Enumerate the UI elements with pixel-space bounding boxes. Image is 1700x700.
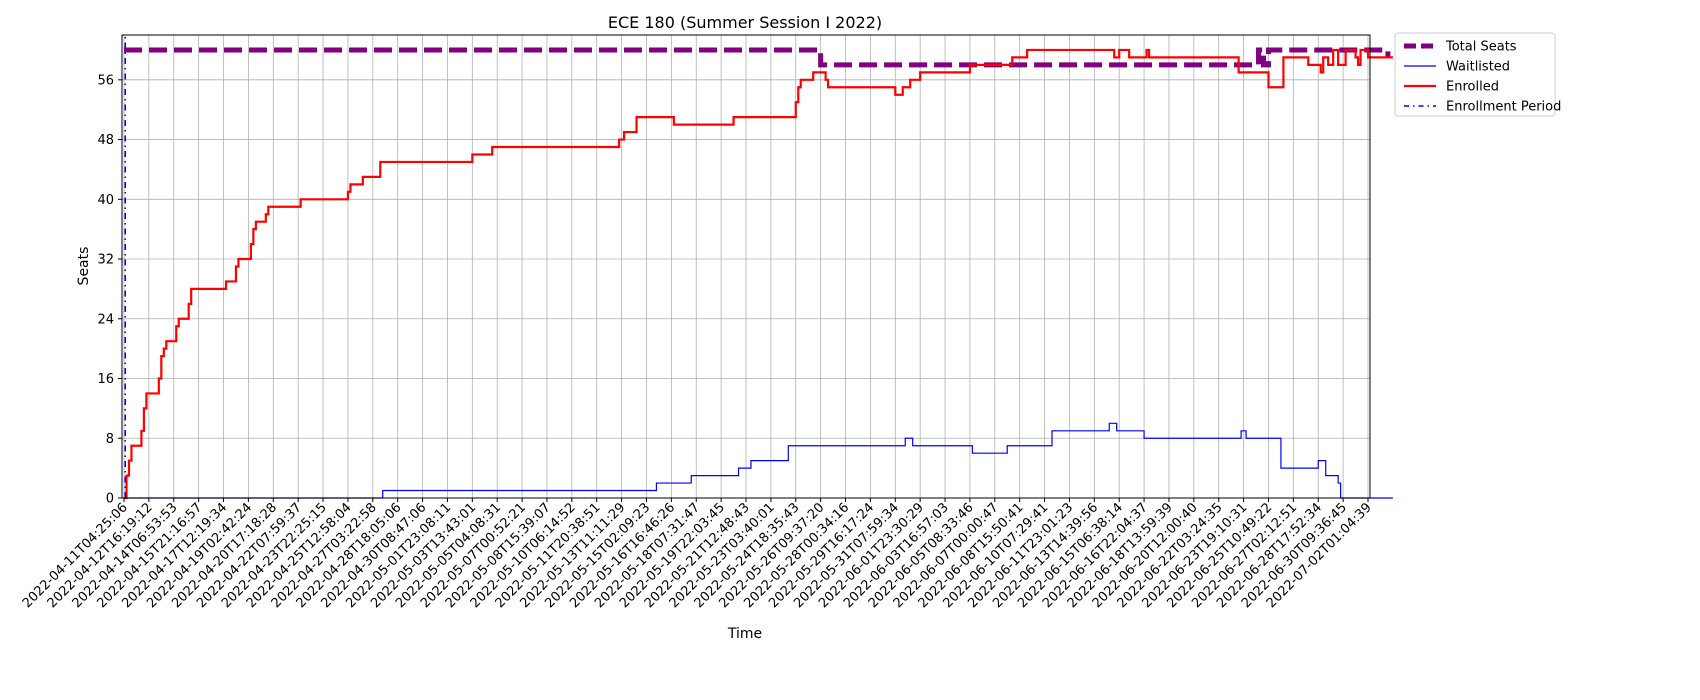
grid-lines (122, 35, 1370, 499)
y-tick-label: 8 (106, 432, 114, 447)
legend-box (1394, 32, 1556, 117)
legend-label-waitlisted: Waitlisted (1446, 60, 1510, 75)
y-tick-label: 48 (97, 133, 114, 148)
x-axis-ticks: 2022-04-11T04:25:062022-04-12T16:19:1220… (20, 498, 1375, 611)
chart-title: ECE 180 (Summer Session I 2022) (608, 13, 882, 32)
y-axis-ticks: 0 8 16 24 32 40 48 56 (97, 73, 122, 507)
y-tick-label: 24 (97, 312, 114, 327)
legend-label-enrollment-period: Enrollment Period (1446, 100, 1561, 115)
legend-label-total-seats: Total Seats (1445, 40, 1517, 55)
y-axis-label: Seats (76, 247, 92, 286)
series-line-waitlisted (124, 422, 1393, 499)
y-tick-label: 0 (106, 492, 114, 507)
y-tick-label: 16 (97, 372, 114, 387)
x-axis-label: Time (727, 626, 762, 642)
y-tick-label: 56 (97, 73, 114, 88)
legend-label-enrolled: Enrolled (1446, 80, 1499, 95)
series-layer (124, 35, 1393, 500)
series-line-enrolled (124, 48, 1393, 500)
y-tick-label: 40 (97, 193, 114, 208)
series-line-total-seats (124, 47, 1391, 68)
y-tick-label: 32 (97, 253, 114, 268)
legend: Total Seats Waitlisted Enrolled Enrollment … (1394, 32, 1561, 117)
